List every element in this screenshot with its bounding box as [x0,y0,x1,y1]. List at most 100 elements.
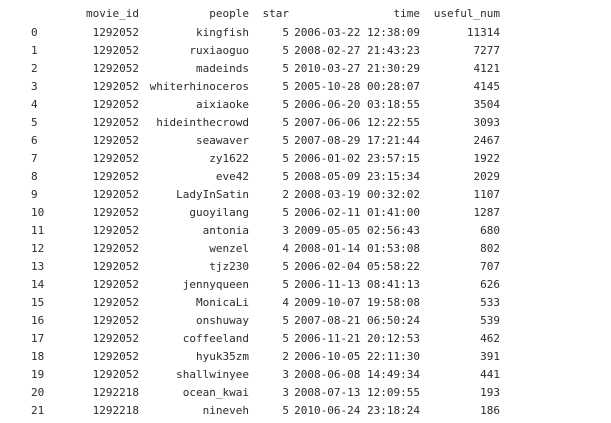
cell-time: 2010-03-27 21:30:29 [294,62,420,75]
cell-movie-id: 1292052 [92,260,139,273]
cell-movie-id: 1292052 [92,62,139,75]
cell-star: 5 [282,260,289,273]
cell-time: 2008-01-14 01:53:08 [294,242,420,255]
column-header-people: people [209,7,249,20]
cell-movie-id: 1292052 [92,152,139,165]
cell-star: 5 [282,134,289,147]
cell-useful-num: 2467 [473,134,501,147]
cell-useful-num: 626 [480,278,500,291]
column-header-star: star [262,7,290,20]
cell-people: guoyilang [189,206,249,219]
cell-people: madeinds [196,62,249,75]
cell-star: 5 [282,116,289,129]
table-row: 17 1292052 coffeeland 5 2006-11-21 20:12:53 4… [0,330,611,348]
row-index: 10 [31,206,45,219]
cell-time: 2006-02-11 01:41:00 [294,206,420,219]
cell-star: 5 [282,206,289,219]
cell-time: 2006-10-05 22:11:30 [294,350,420,363]
cell-time: 2008-05-09 23:15:34 [294,170,420,183]
row-index: 8 [31,170,38,183]
cell-movie-id: 1292052 [92,26,139,39]
cell-people: jennyqueen [182,278,249,291]
cell-useful-num: 11314 [466,26,500,39]
table-row: 12 1292052 wenzel 4 2008-01-14 01:53:08 802 [0,240,611,258]
table-row: 5 1292052 hideinthecrowd 5 2007-06-06 12:22:… [0,114,611,132]
table-row: 4 1292052 aixiaoke 5 2006-06-20 03:18:55 3504 [0,96,611,114]
cell-useful-num: 4121 [473,62,501,75]
cell-movie-id: 1292052 [92,80,139,93]
cell-people: tjz230 [209,260,249,273]
cell-time: 2007-08-29 17:21:44 [294,134,420,147]
cell-movie-id: 1292052 [92,224,139,237]
row-index: 9 [31,188,38,201]
table-row: 20 1292218 ocean_kwai 3 2008-07-13 12:09:55 1… [0,384,611,402]
row-index: 0 [31,26,38,39]
cell-star: 3 [282,224,289,237]
cell-time: 2006-02-04 05:58:22 [294,260,420,273]
cell-star: 5 [282,152,289,165]
cell-useful-num: 1107 [473,188,501,201]
table-row: 19 1292052 shallwinyee 3 2008-06-08 14:49:34… [0,366,611,384]
cell-star: 5 [282,98,289,111]
cell-star: 4 [282,296,289,309]
row-index: 4 [31,98,38,111]
table-row: 16 1292052 onshuway 5 2007-08-21 06:50:24 539 [0,312,611,330]
cell-time: 2008-02-27 21:43:23 [294,44,420,57]
cell-time: 2008-06-08 14:49:34 [294,368,420,381]
cell-useful-num: 193 [480,386,500,399]
cell-useful-num: 391 [480,350,500,363]
row-index: 6 [31,134,38,147]
row-index: 16 [31,314,45,327]
table-row: 9 1292052 LadyInSatin 2 2008-03-19 00:32:02 1… [0,186,611,204]
cell-people: ocean_kwai [182,386,249,399]
cell-people: nineveh [202,404,249,417]
cell-people: eve42 [215,170,249,183]
cell-useful-num: 539 [480,314,500,327]
cell-time: 2008-07-13 12:09:55 [294,386,420,399]
cell-people: zy1622 [209,152,249,165]
row-index: 15 [31,296,45,309]
row-index: 14 [31,278,45,291]
cell-time: 2006-11-13 08:41:13 [294,278,420,291]
cell-star: 5 [282,80,289,93]
row-index: 2 [31,62,38,75]
cell-star: 2 [282,188,289,201]
cell-movie-id: 1292052 [92,170,139,183]
cell-movie-id: 1292052 [92,116,139,129]
cell-people: shallwinyee [176,368,249,381]
row-index: 1 [31,44,38,57]
cell-star: 5 [282,404,289,417]
table-row: 15 1292052 MonicaLi 4 2009-10-07 19:58:08 533 [0,294,611,312]
row-index: 12 [31,242,45,255]
table-row: 14 1292052 jennyqueen 5 2006-11-13 08:41:13 6… [0,276,611,294]
cell-people: kingfish [196,26,249,39]
cell-movie-id: 1292052 [92,350,139,363]
cell-star: 3 [282,368,289,381]
cell-useful-num: 1922 [473,152,501,165]
row-index: 18 [31,350,45,363]
row-index: 17 [31,332,45,345]
cell-people: ruxiaoguo [189,44,249,57]
row-index: 19 [31,368,45,381]
cell-people: LadyInSatin [176,188,249,201]
table-row: 13 1292052 tjz230 5 2006-02-04 05:58:22 707 [0,258,611,276]
table-row: 6 1292052 seawaver 5 2007-08-29 17:21:44 2467 [0,132,611,150]
cell-useful-num: 533 [480,296,500,309]
cell-movie-id: 1292052 [92,368,139,381]
cell-star: 5 [282,170,289,183]
cell-time: 2007-08-21 06:50:24 [294,314,420,327]
cell-movie-id: 1292052 [92,134,139,147]
cell-useful-num: 1287 [473,206,501,219]
cell-people: whiterhinoceros [149,80,249,93]
row-index: 11 [31,224,45,237]
cell-star: 5 [282,278,289,291]
table-row: 21 1292218 nineveh 5 2010-06-24 23:18:24 186 [0,402,611,420]
cell-movie-id: 1292218 [92,386,139,399]
cell-useful-num: 441 [480,368,500,381]
cell-people: aixiaoke [196,98,249,111]
table-row: 3 1292052 whiterhinoceros 5 2005-10-28 00:28… [0,78,611,96]
cell-star: 5 [282,26,289,39]
cell-people: MonicaLi [196,296,249,309]
cell-people: seawaver [196,134,249,147]
